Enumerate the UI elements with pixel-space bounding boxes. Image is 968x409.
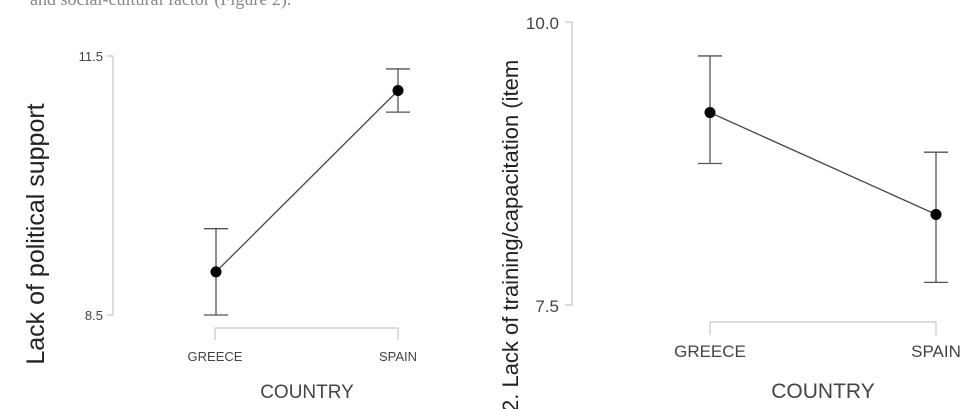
x-category-greece: GREECE [674,342,746,361]
data-point-spain [930,208,942,220]
x-axis-bracket [214,327,399,340]
data-point-greece [704,107,716,119]
y-axis-label: Lack of political support [22,103,50,364]
x-category-greece: GREECE [188,349,243,364]
y-tick-label-bottom: 8.5 [85,308,103,323]
y-tick-label-top: 10.0 [526,14,559,33]
x-axis-label: COUNTRY [771,380,874,403]
y-axis-label: 2. Lack of training/capacitation (item [498,60,523,409]
data-point-greece [210,266,222,278]
chart-left: Lack of political support 11.5 8.5 GREEC… [22,49,417,403]
chart-right: 2. Lack of training/capacitation (item 1… [498,14,961,409]
plot-area [698,55,948,284]
x-category-spain: SPAIN [911,342,961,361]
x-axis-bracket [709,321,937,335]
data-point-spain [392,85,404,97]
x-category-spain: SPAIN [379,349,417,364]
series-line [709,111,937,216]
series-line [215,90,399,273]
y-tick-label-top: 11.5 [79,49,103,64]
caption-fragment: and social-cultural factor (Figure 2). [30,0,291,10]
plot-area [204,68,410,316]
y-tick-label-bottom: 7.5 [535,297,559,316]
x-axis-label: COUNTRY [260,382,354,403]
